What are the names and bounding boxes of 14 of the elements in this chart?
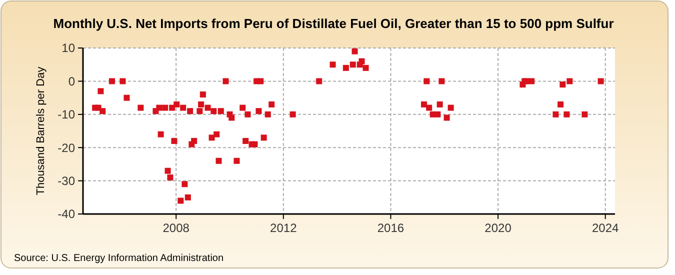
x-tick-label: 2008 xyxy=(162,221,190,235)
y-axis-title: Thousand Barrels per Day xyxy=(35,66,47,196)
y-tick-label: -20 xyxy=(58,140,76,155)
y-tick-label: -10 xyxy=(58,108,76,122)
x-tick-label: 2012 xyxy=(270,221,298,235)
y-tick-label: 10 xyxy=(62,41,76,56)
chart-title: Monthly U.S. Net Imports from Peru of Distillate Fuel Oil, Greater than 15 to 500 ppm Sulfur xyxy=(53,16,614,31)
y-tick-label: -40 xyxy=(58,207,76,222)
source-note: Source: U.S. Energy Information Administration xyxy=(14,253,224,264)
x-tick-label: 2020 xyxy=(484,221,512,235)
x-tick-label: 2024 xyxy=(592,221,620,235)
y-tick-label: -30 xyxy=(58,174,76,188)
y-tick-label: 0 xyxy=(68,74,76,88)
x-tick-label: 2016 xyxy=(377,221,404,235)
